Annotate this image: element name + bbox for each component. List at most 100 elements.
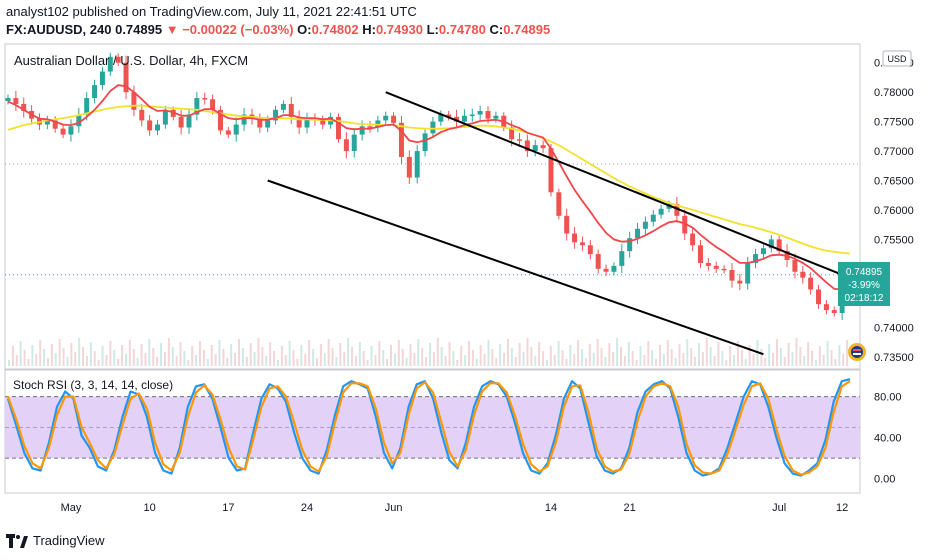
volume-bar [479,345,482,366]
volume-bar [222,349,225,366]
candle-body [532,145,538,152]
volume-bar [249,343,252,366]
high-label: H: [362,22,376,37]
candle-body [454,116,460,122]
volume-bar [199,341,202,366]
volume-bar [623,356,626,366]
volume-bar [89,342,92,366]
volume-bar [50,344,53,366]
volume-bar [549,346,552,366]
volume-bar [261,347,264,366]
candle-body [225,130,231,135]
volume-bar [405,358,408,366]
volume-bar [842,354,845,366]
candle-body [721,268,727,271]
volume-bar [826,341,829,366]
close-label: C: [489,22,504,37]
open-value: 0.74802 [311,22,359,37]
candle-body [729,270,735,281]
open-label: O: [297,22,312,37]
currency-button[interactable]: USD [882,50,912,67]
x-tick-label: Jun [385,502,403,514]
volume-bar [58,339,61,366]
volume-bar [27,359,30,366]
volume-bar [148,339,151,366]
volume-bar [518,343,521,366]
volume-bar [366,360,369,366]
candle-body [509,127,515,140]
volume-bar [304,354,307,366]
price-change: −0.00022 (−0.03%) [182,22,294,37]
volume-bar [635,360,638,366]
volume-bar [237,339,240,366]
price-tick-label: 0.74000 [874,323,914,335]
candle-body [351,134,357,152]
candle-body [162,109,168,125]
candle-body [831,310,837,313]
volume-bar [253,352,256,366]
x-tick-label: 24 [301,502,313,514]
volume-bar [655,359,658,366]
volume-bar [31,345,34,366]
price-pane-frame [4,43,861,370]
volume-bar [538,342,541,366]
volume-bar [748,345,751,366]
candle-body [367,126,373,128]
volume-bar [467,341,470,366]
candle-body [107,56,113,72]
volume-bar [113,350,116,366]
volume-bar [822,355,825,366]
low-label: L: [426,22,439,37]
price-tick-label: 0.76500 [874,176,914,188]
price-tick-label: 0.73500 [874,352,914,364]
volume-bar [764,358,767,366]
volume-bar [101,346,104,366]
volume-bar [175,356,178,366]
candle-body [674,204,680,216]
candle-body [611,265,617,272]
volume-bar [374,355,377,366]
price-tick-label: 0.77500 [874,117,914,129]
candle-body [768,239,774,249]
tradingview-footer[interactable]: TradingView [6,533,105,548]
volume-bar [604,357,607,366]
volume-bar [124,354,127,366]
candle-body [233,124,239,135]
volume-bar [8,360,10,366]
volume-bar [296,359,299,366]
candle-body [745,262,751,284]
candle-body [477,111,483,115]
candle-body [414,151,420,178]
candle-body [320,120,326,125]
price-tick-label: 0.76000 [874,205,914,217]
symbol-label: FX:AUDUSD, 240 [6,22,112,37]
volume-bar [97,360,100,366]
volume-bar [347,338,350,366]
volume-bar [612,352,615,366]
x-tick-label: 12 [836,502,848,514]
candle-body [5,98,11,101]
high-value: 0.74930 [375,22,423,37]
volume-bar [475,359,478,366]
volume-bar [557,341,560,366]
candle-body [469,114,475,117]
candle-body [493,115,499,119]
candle-body [52,120,58,129]
volume-bar [160,343,163,366]
candle-body [776,239,782,252]
volume-bar [811,351,814,366]
volume-bar [312,349,315,366]
volume-bar [210,345,213,366]
volume-bar [74,352,77,366]
volume-bar [506,339,509,366]
volume-bar [565,359,568,366]
volume-bar [343,352,346,366]
volume-bar [791,352,794,366]
candle-body [202,98,208,100]
volume-bar [19,341,22,366]
rsi-tick-label: 0.00 [874,474,895,486]
volume-bar [799,347,802,366]
candle-body [760,248,766,255]
candle-body [556,192,562,216]
